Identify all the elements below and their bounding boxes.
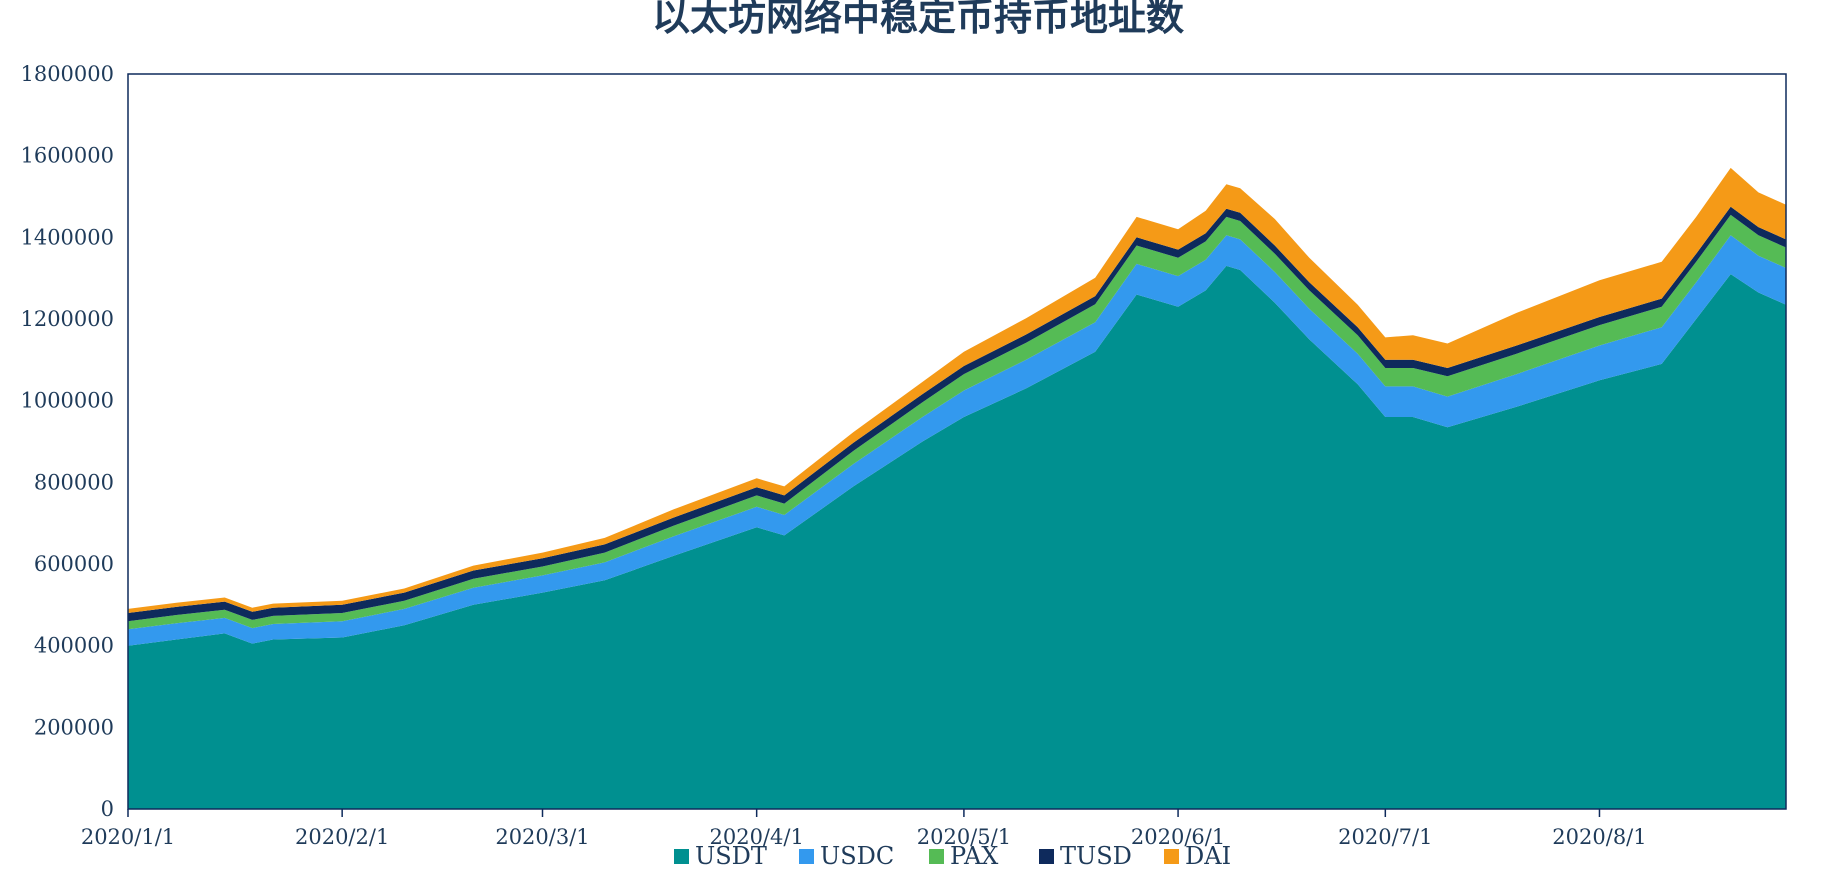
x-tick-label: 2020/6/1 <box>1131 825 1225 849</box>
y-tick-label: 1800000 <box>20 62 114 86</box>
plot-frame <box>127 73 1787 810</box>
y-tick-label: 1000000 <box>20 389 114 413</box>
x-tick-label: 2020/1/1 <box>81 825 175 849</box>
legend-label-pax: PAX <box>950 842 998 870</box>
y-tick-label: 200000 <box>34 715 114 739</box>
legend-swatch-pax <box>929 849 944 864</box>
y-tick-label: 800000 <box>34 470 114 494</box>
legend-label-usdc: USDC <box>820 842 894 870</box>
legend-label-tusd: TUSD <box>1060 842 1132 870</box>
x-tick-label: 2020/3/1 <box>495 825 589 849</box>
legend-label-usdt: USDT <box>695 842 767 870</box>
y-tick-label: 1200000 <box>20 307 114 331</box>
chart-title: 以太坊网络中稳定币持币地址数 <box>652 0 1184 39</box>
legend: USDT USDC PAX TUSD DAI <box>674 842 1231 870</box>
y-tick-label: 1600000 <box>20 144 114 168</box>
x-tick-label: 2020/4/1 <box>709 825 803 849</box>
x-tick-label: 2020/2/1 <box>295 825 389 849</box>
y-tick-label: 600000 <box>34 552 114 576</box>
y-tick-label: 0 <box>101 797 114 821</box>
y-tick-label: 1400000 <box>20 225 114 249</box>
y-tick-label: 400000 <box>34 634 114 658</box>
x-tick-label: 2020/8/1 <box>1552 825 1646 849</box>
legend-swatch-usdc <box>799 849 814 864</box>
y-axis-ticks: 0 200000 400000 600000 800000 1000000 1200000 1… <box>20 62 114 821</box>
x-tick-label: 2020/7/1 <box>1338 825 1432 849</box>
legend-swatch-usdt <box>674 849 689 864</box>
x-axis-ticks: 2020/1/1 2020/2/1 2020/3/1 2020/4/1 2020/5/1… <box>81 809 1647 849</box>
stacked-areas <box>128 167 1786 809</box>
legend-swatch-dai <box>1164 849 1179 864</box>
legend-label-dai: DAI <box>1185 842 1231 870</box>
area-series-usdt <box>128 265 1786 809</box>
x-tick-label: 2020/5/1 <box>917 825 1011 849</box>
legend-swatch-tusd <box>1039 849 1054 864</box>
